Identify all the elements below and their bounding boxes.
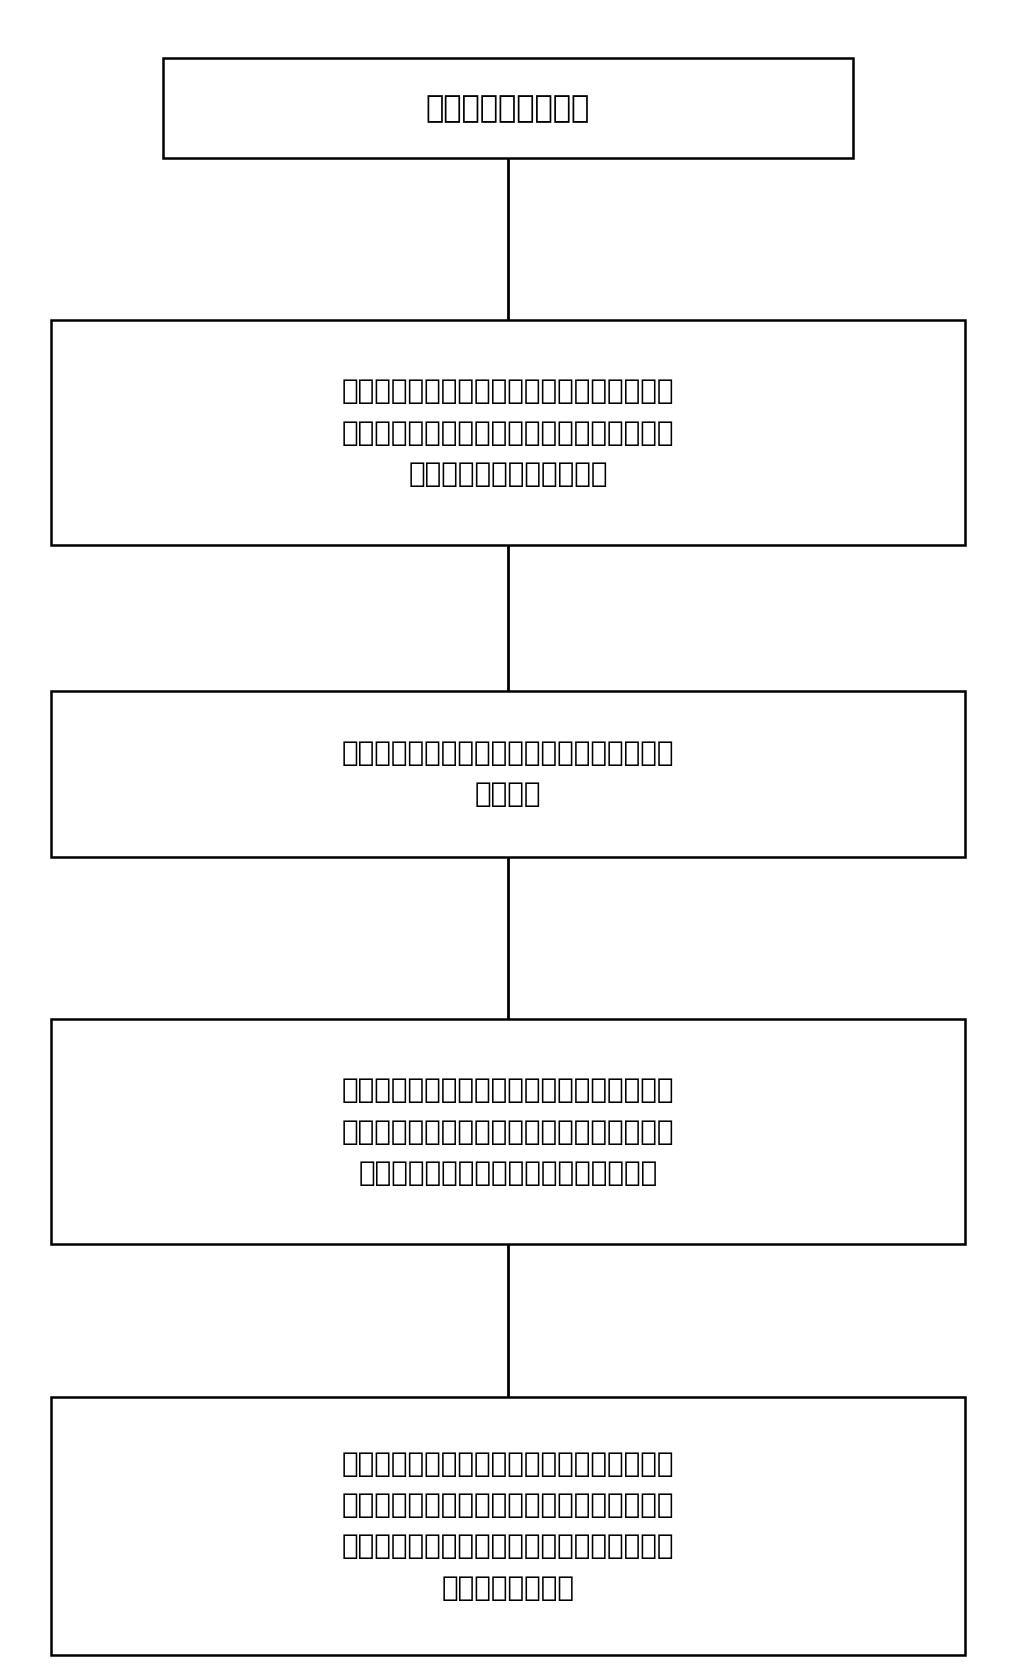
Bar: [51, 1398, 965, 1654]
Text: 构建多个预测模型并进行训练后，得到最终预
测模型，根据样本对应的属性，对每个最终预
测模型的预测程度进行评估: 构建多个预测模型并进行训练后，得到最终预 测模型，根据样本对应的属性，对每个最终…: [341, 378, 675, 488]
Bar: [51, 691, 965, 857]
Text: 设定不同属性样本对应的每个最终预测模型对
应的权重: 设定不同属性样本对应的每个最终预测模型对 应的权重: [341, 739, 675, 809]
Bar: [51, 1018, 965, 1245]
Bar: [163, 58, 853, 158]
Text: 将待预测样本转换为序贯样本，根据最终预测
模型对每个块的预测结果对序贯概率比进行更
新，并结合权重计算最终序贯概率比，进而判
定是否为隐写样本: 将待预测样本转换为序贯样本，根据最终预测 模型对每个块的预测结果对序贯概率比进行…: [341, 1449, 675, 1602]
Text: 通过模型输出的结果集对多个不同类型概率分
布模型进行参数估计和拟合，得到拟合度最高
的阴性概率分布模型和阳性概率分布模型: 通过模型输出的结果集对多个不同类型概率分 布模型进行参数估计和拟合，得到拟合度最…: [341, 1077, 675, 1186]
Text: 构建隐写分析样本库: 构建隐写分析样本库: [426, 93, 590, 123]
Bar: [51, 319, 965, 546]
